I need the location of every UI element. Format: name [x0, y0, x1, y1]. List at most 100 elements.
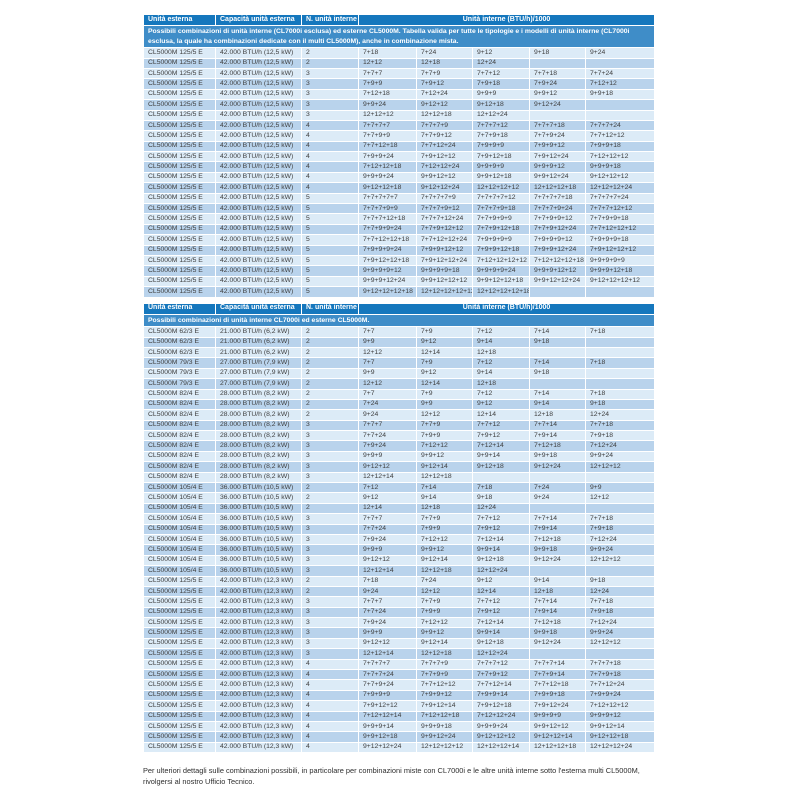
- combo-cell: 9+12: [416, 336, 473, 348]
- combo-cell: 7+7+14: [529, 419, 586, 432]
- combo-cell: 9+9+9+9+9: [584, 254, 656, 267]
- col-header-external-unit: Unità esterna: [143, 302, 216, 315]
- combo-cell: 7+7+9+14: [529, 669, 586, 681]
- combo-cell: 9+18: [529, 367, 586, 380]
- combo-cell: 9+12+24: [529, 461, 586, 473]
- combo-cell: 12+12+12: [584, 554, 656, 567]
- combo-cell: 7+12: [472, 388, 530, 400]
- combo-cell: 7+7+12: [472, 513, 530, 525]
- indoor-count-cell: 3: [301, 544, 359, 556]
- combo-cell: 9+9+14: [472, 627, 530, 639]
- combo-cell: 7+7+7+14: [529, 658, 586, 671]
- indoor-count-cell: 4: [301, 720, 359, 733]
- combo-cell: 7+12+14: [472, 617, 530, 629]
- combo-cell: 7+7+7+7+9: [416, 192, 473, 205]
- combo-cell: 7+7+9: [416, 419, 473, 432]
- external-unit-cell: CL5000M 125/5 E: [143, 575, 216, 587]
- combo-cell: 12+24: [584, 409, 656, 421]
- capacity-cell: 42.000 BTU/h (12,3 kW): [215, 731, 302, 743]
- indoor-count-cell: 5: [301, 265, 359, 277]
- capacity-cell: 42.000 BTU/h (12,3 kW): [215, 575, 302, 587]
- combo-cell: 7+9+9+18: [584, 140, 656, 153]
- combo-cell: 12+18: [529, 585, 586, 598]
- table-row: CL5000M 125/5 E 42.000 BTU/h (12,5 kW) 5 7+…: [143, 254, 656, 267]
- combo-cell: 9+9+9+18: [416, 720, 473, 733]
- table-row: CL5000M 105/4 E 36.000 BTU/h (10,5 kW) 3 7+…: [143, 513, 656, 525]
- external-unit-cell: CL5000M 125/5 E: [143, 731, 216, 743]
- combo-cell: 7+7+9: [416, 67, 473, 80]
- combo-cell: 7+7+7: [358, 67, 417, 80]
- combo-cell: 7+9+12+12+24: [416, 254, 473, 267]
- table-row: CL5000M 125/5 E 42.000 BTU/h (12,3 kW) 4 7+…: [143, 658, 656, 671]
- combo-cell: 7+7+18: [584, 419, 656, 432]
- table-row: CL5000M 125/5 E 42.000 BTU/h (12,5 kW) 2 12…: [143, 57, 656, 69]
- table-row: CL5000M 125/5 E 42.000 BTU/h (12,5 kW) 5 7+…: [143, 203, 656, 215]
- indoor-count-cell: 2: [301, 326, 359, 338]
- external-unit-cell: CL5000M 105/4 E: [143, 502, 216, 515]
- combo-cell: 7+7+7: [358, 419, 417, 432]
- capacity-cell: 27.000 BTU/h (7,9 kW): [215, 357, 302, 369]
- combo-cell: 9+9+18: [529, 450, 586, 463]
- external-unit-cell: CL5000M 125/5 E: [143, 130, 216, 142]
- indoor-count-cell: 3: [301, 617, 359, 629]
- combo-cell: 12+24: [584, 585, 656, 598]
- combo-cell: 9+12: [416, 367, 473, 380]
- external-unit-cell: CL5000M 125/5 E: [143, 171, 216, 184]
- combo-cell: 9+9+12+14: [584, 720, 656, 733]
- combo-cell: 9+12+18: [472, 554, 530, 567]
- combo-cell: 7+7+7+12+12: [584, 203, 656, 215]
- external-unit-cell: CL5000M 79/3 E: [143, 378, 216, 390]
- capacity-cell: 36.000 BTU/h (10,5 kW): [215, 492, 302, 504]
- combo-cell: 9+9+12+12+24: [529, 275, 586, 288]
- table-row: CL5000M 105/4 E 36.000 BTU/h (10,5 kW) 3 9+…: [143, 544, 656, 556]
- combo-cell: 7+12+12+18: [358, 161, 417, 173]
- combo-cell: 12+12+12+24: [584, 182, 656, 194]
- combo-cell: 7+7+7+9+9: [358, 203, 417, 215]
- combo-cell: 12+18: [416, 502, 473, 515]
- capacity-cell: 42.000 BTU/h (12,5 kW): [215, 161, 302, 173]
- combo-cell: 12+12: [358, 378, 417, 390]
- table-row: CL5000M 125/5 E 42.000 BTU/h (12,3 kW) 3 9+…: [143, 637, 656, 650]
- combo-cell: 7+7+7+9: [416, 119, 473, 132]
- external-unit-cell: CL5000M 125/5 E: [143, 223, 216, 236]
- indoor-count-cell: 3: [301, 99, 359, 111]
- table-row: CL5000M 125/5 E 42.000 BTU/h (12,3 kW) 4 7+…: [143, 689, 656, 702]
- capacity-cell: 42.000 BTU/h (12,5 kW): [215, 286, 302, 298]
- combo-cell: 7+9+12+14: [416, 700, 473, 712]
- external-unit-cell: CL5000M 125/5 E: [143, 286, 216, 298]
- table-row: CL5000M 82/4 E 28.000 BTU/h (8,2 kW) 3 7+9+…: [143, 440, 656, 452]
- combo-cell: 7+24: [529, 481, 586, 494]
- table-row: CL5000M 125/5 E 42.000 BTU/h (12,5 kW) 2 7+…: [143, 47, 656, 59]
- table-row: CL5000M 125/5 E 42.000 BTU/h (12,5 kW) 3 7+…: [143, 78, 656, 90]
- combo-cell: 7+7+9+12+24: [529, 223, 586, 236]
- combo-cell: 7+9: [416, 388, 473, 400]
- combo-cell: 7+9+9+18: [529, 689, 586, 702]
- indoor-count-cell: 2: [301, 47, 359, 59]
- external-unit-cell: CL5000M 105/4 E: [143, 533, 216, 546]
- external-unit-cell: CL5000M 105/4 E: [143, 544, 216, 556]
- combo-cell: 9+12+18: [472, 99, 530, 111]
- combo-cell: [584, 336, 656, 348]
- capacity-cell: 42.000 BTU/h (12,5 kW): [215, 265, 302, 277]
- external-unit-cell: CL5000M 125/5 E: [143, 658, 216, 671]
- combo-cell: 7+7+12+12+18: [358, 234, 417, 246]
- combo-cell: [472, 471, 530, 484]
- indoor-count-cell: 4: [301, 679, 359, 691]
- combo-cell: 12+12+14: [358, 565, 417, 577]
- combo-cell: 12+12+24: [472, 648, 530, 660]
- combo-cell: 12+12+18: [416, 648, 473, 660]
- combo-cell: 7+7+9+9+9: [472, 213, 530, 225]
- external-unit-cell: CL5000M 82/4 E: [143, 461, 216, 473]
- combo-cell: 7+7+7+9+12: [416, 203, 473, 215]
- external-unit-cell: CL5000M 125/5 E: [143, 140, 216, 153]
- combo-cell: 7+9+24: [358, 533, 417, 546]
- combo-cell: 7+9+9+9+9: [472, 234, 530, 246]
- combo-cell: 7+7+9+12: [416, 130, 473, 142]
- combo-cell: 7+12+12+24: [472, 710, 530, 723]
- external-unit-cell: CL5000M 82/4 E: [143, 398, 216, 411]
- combo-cell: [584, 648, 656, 660]
- combo-cell: 9+12+12: [358, 461, 417, 473]
- external-unit-cell: CL5000M 105/4 E: [143, 492, 216, 504]
- external-unit-cell: CL5000M 125/5 E: [143, 109, 216, 121]
- combo-cell: 7+9+12+24: [529, 700, 586, 712]
